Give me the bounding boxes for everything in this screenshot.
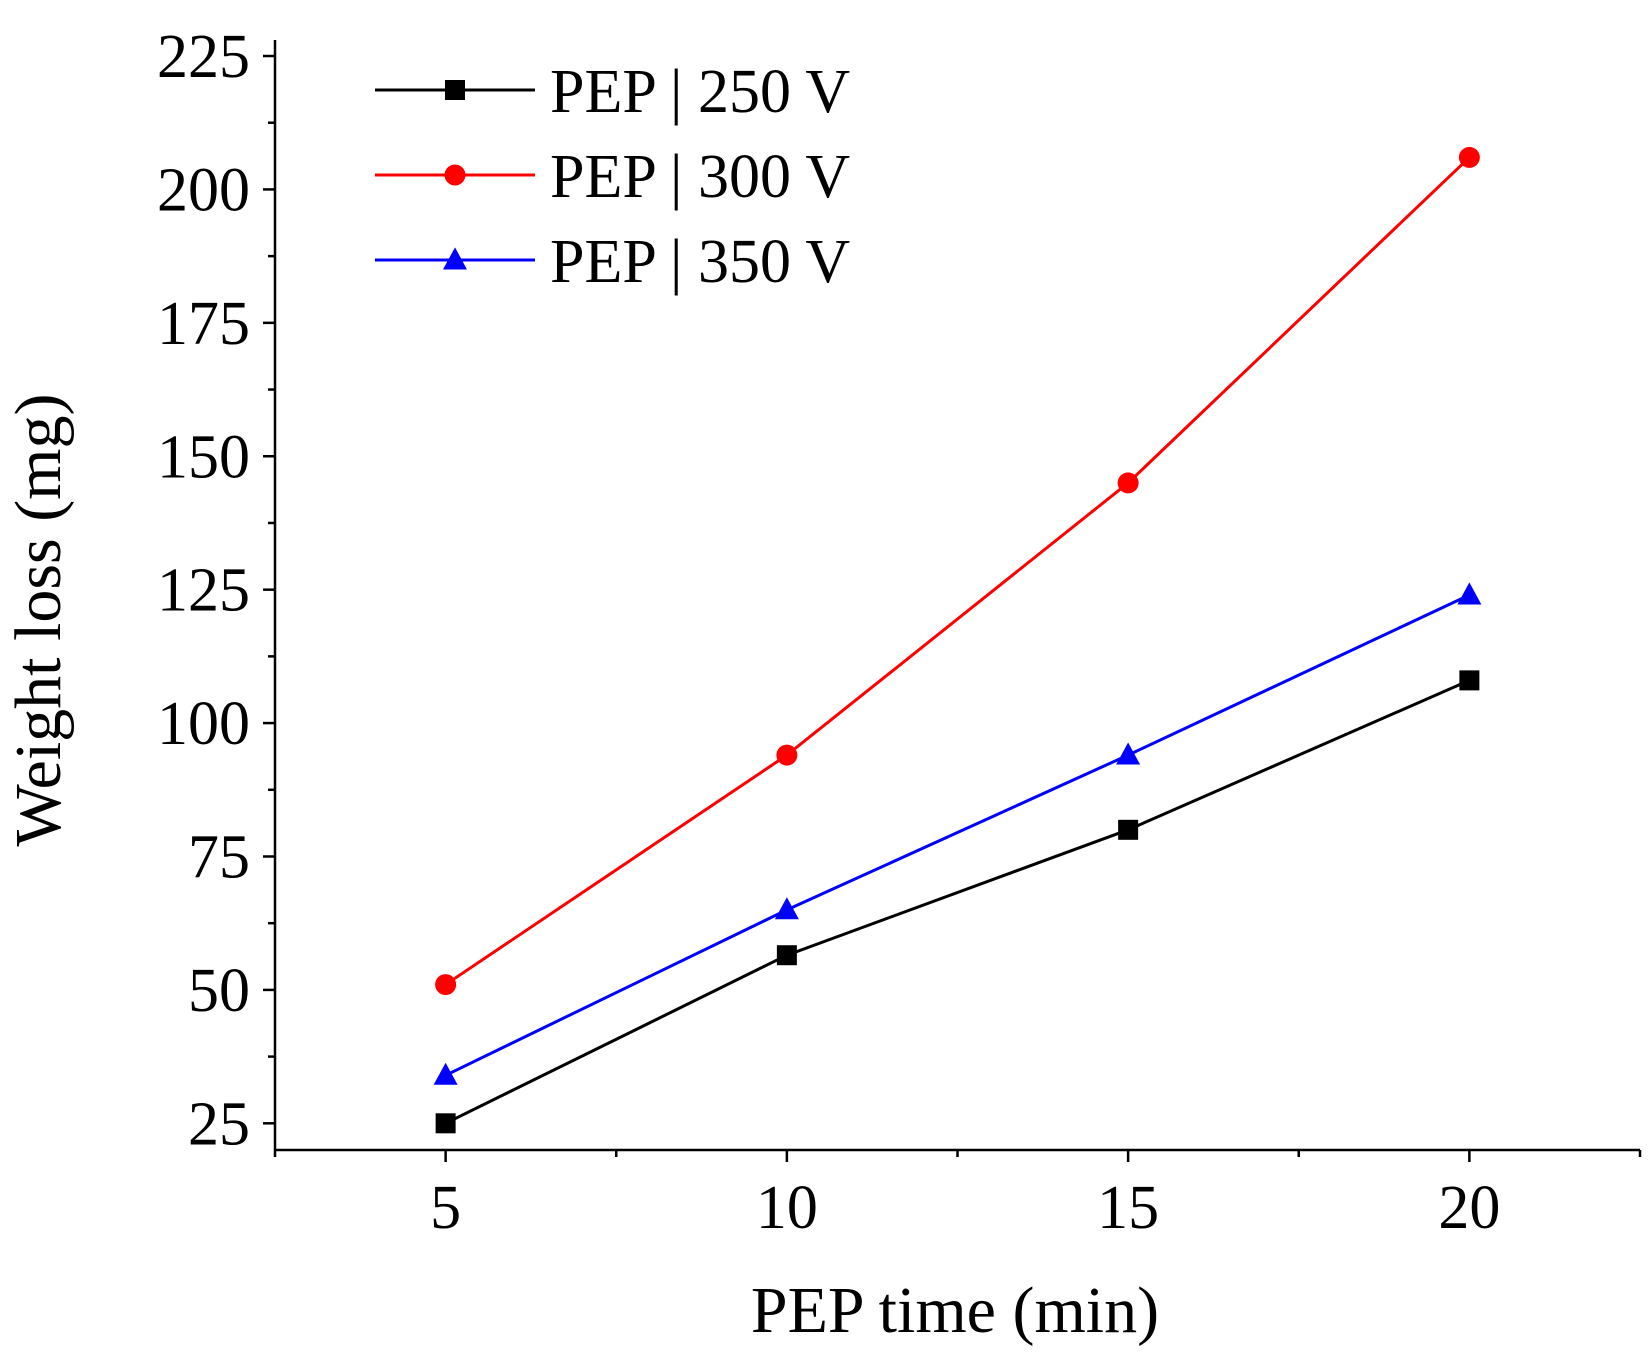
data-point: [1116, 742, 1141, 765]
x-tick-label: 10: [756, 1174, 818, 1242]
data-point: [1117, 472, 1139, 494]
series-group: [433, 146, 1482, 1134]
y-tick-label: 150: [157, 423, 250, 491]
legend-marker: [444, 164, 466, 186]
data-point: [776, 945, 797, 966]
data-point: [774, 897, 799, 920]
series-3: [433, 582, 1482, 1085]
y-tick-label: 25: [188, 1090, 250, 1158]
series-line: [444, 679, 1470, 1125]
series-2: [435, 146, 1480, 996]
legend-marker: [445, 80, 465, 100]
data-point: [1459, 670, 1480, 691]
data-point: [776, 744, 798, 766]
legend-marker: [443, 247, 467, 270]
y-tick-label: 100: [157, 690, 250, 758]
y-tick-label: 50: [188, 957, 250, 1025]
series-line: [444, 593, 1471, 1077]
x-tick-label: 20: [1438, 1174, 1500, 1242]
y-tick-label: 125: [157, 557, 250, 625]
y-tick-label: 175: [157, 290, 250, 358]
y-axis-title: Weight loss (mg): [2, 394, 75, 847]
ticks: 25 50 75 100 125 150 175 200 225 5 10 15 20: [157, 23, 1642, 1242]
data-point: [435, 1113, 456, 1134]
legend-item: PEP | 300 V: [375, 143, 850, 211]
data-point: [1458, 146, 1480, 168]
legend-item: PEP | 250 V: [375, 58, 850, 126]
series-1: [435, 670, 1480, 1134]
x-axis-title: PEP time (min): [751, 1274, 1159, 1347]
legend-label: PEP | 350 V: [550, 228, 850, 296]
data-point: [435, 974, 457, 996]
series-line: [444, 156, 1471, 986]
data-point: [1457, 582, 1482, 605]
x-tick-label: 5: [430, 1174, 461, 1242]
data-point: [1118, 819, 1139, 840]
data-point: [433, 1062, 458, 1085]
axes: [273, 40, 1640, 1152]
legend-item: PEP | 350 V: [375, 228, 850, 296]
legend-label: PEP | 300 V: [550, 143, 850, 211]
legend-label: PEP | 250 V: [550, 58, 850, 126]
legend: PEP | 250 V PEP | 300 V PEP | 350 V: [375, 58, 850, 296]
y-tick-label: 200: [157, 156, 250, 224]
x-tick-label: 15: [1097, 1174, 1159, 1242]
y-tick-label: 75: [188, 823, 250, 891]
y-tick-label: 225: [157, 23, 250, 91]
